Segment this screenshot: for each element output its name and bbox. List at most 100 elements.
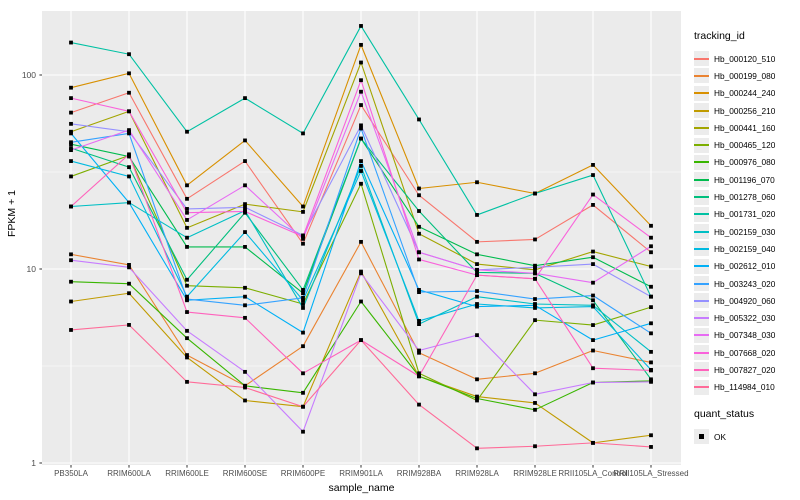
legend-item-label: Hb_000441_160 — [714, 122, 776, 133]
data-point-marker — [475, 333, 479, 338]
data-point-marker — [127, 265, 131, 270]
data-point-marker — [475, 289, 479, 293]
data-point-marker — [417, 374, 421, 379]
legend-color-line — [694, 178, 709, 181]
legend-color-line — [694, 144, 709, 147]
data-point-marker — [243, 244, 247, 249]
data-point-marker — [243, 294, 247, 299]
data-point-marker — [359, 24, 363, 28]
data-point-marker — [417, 371, 421, 376]
legend-item-Hb_001196_070: Hb_001196_070 — [694, 171, 800, 188]
x-tick-label-RRIM928LA: RRIM928LA — [455, 469, 499, 478]
data-point-marker — [127, 128, 131, 132]
legend-key-line-icon — [694, 310, 709, 326]
data-point-marker — [649, 360, 653, 365]
data-point-marker — [301, 306, 305, 310]
legend-key-line-icon — [694, 206, 709, 222]
data-point-marker — [127, 152, 131, 157]
legend-key-line-icon — [694, 224, 709, 240]
data-point-marker — [417, 224, 421, 229]
legend-key-line-icon — [694, 68, 709, 84]
data-point-marker — [185, 244, 189, 249]
data-point-marker — [533, 318, 537, 323]
legend-item-Hb_000199_080: Hb_000199_080 — [694, 67, 800, 84]
data-point-marker — [475, 394, 479, 399]
data-point-marker — [185, 207, 189, 211]
legend-item-Hb_007348_030: Hb_007348_030 — [694, 327, 800, 344]
data-point-marker — [591, 440, 595, 445]
quant-ok-key — [694, 429, 709, 445]
data-point-marker — [359, 136, 363, 141]
legend-item-label: Hb_007668_020 — [714, 347, 776, 358]
data-point-marker — [69, 204, 73, 209]
data-point-marker — [649, 235, 653, 240]
data-point-marker — [127, 262, 131, 267]
data-point-marker — [69, 252, 73, 257]
data-point-marker — [185, 297, 189, 301]
data-point-marker — [417, 288, 421, 292]
data-point-marker — [127, 323, 131, 327]
legend-key-line-icon — [694, 362, 709, 378]
legend-key-line-icon — [694, 293, 709, 309]
data-point-marker — [359, 299, 363, 304]
data-point-marker — [185, 294, 189, 299]
legend-color-line — [694, 317, 709, 320]
data-point-marker — [475, 270, 479, 275]
legend-item-label: Hb_000244_240 — [714, 88, 776, 99]
data-point-marker — [591, 280, 595, 285]
data-point-marker — [417, 290, 421, 295]
data-point-marker — [359, 126, 363, 131]
data-point-marker — [649, 377, 653, 382]
y-tick-label: 1 — [31, 458, 36, 468]
x-axis-title: sample_name — [328, 482, 395, 494]
data-point-marker — [417, 193, 421, 198]
data-point-marker — [301, 298, 305, 303]
data-point-marker — [591, 323, 595, 327]
x-tick-label-RRII105LA_Control: RRII105LA_Control — [558, 469, 628, 478]
data-point-marker — [417, 209, 421, 213]
data-point-marker — [475, 273, 479, 278]
data-point-marker — [127, 165, 131, 170]
legend-item-label: Hb_007827_020 — [714, 364, 776, 375]
legend-item-Hb_000256_210: Hb_000256_210 — [694, 102, 800, 119]
data-point-marker — [533, 237, 537, 242]
data-point-marker — [301, 209, 305, 214]
data-point-marker — [475, 446, 479, 451]
legend-color-line — [694, 334, 709, 337]
data-point-marker — [359, 181, 363, 186]
legend-item-label: Hb_000199_080 — [714, 70, 776, 81]
legend-color-line — [694, 213, 709, 216]
data-point-marker — [417, 250, 421, 255]
data-point-marker — [301, 234, 305, 239]
data-point-marker — [69, 121, 73, 126]
data-point-marker — [127, 281, 131, 286]
legend-color-line — [694, 299, 709, 302]
x-tick-label-RRIM901LA: RRIM901LA — [339, 469, 383, 478]
legend-item-Hb_005322_030: Hb_005322_030 — [694, 309, 800, 326]
y-tick-label: 10 — [26, 264, 36, 274]
data-point-marker — [69, 299, 73, 304]
data-point-marker — [591, 380, 595, 385]
legend-item-Hb_002159_030: Hb_002159_030 — [694, 223, 800, 240]
data-point-marker — [243, 315, 247, 320]
legend-item-Hb_114984_010: Hb_114984_010 — [694, 379, 800, 396]
data-point-marker — [185, 196, 189, 201]
legend-item-Hb_003243_020: Hb_003243_020 — [694, 275, 800, 292]
legend-title-tracking-id: tracking_id — [694, 30, 745, 42]
x-tick-label-PB350LA: PB350LA — [54, 469, 88, 478]
legend-item-label: Hb_001278_060 — [714, 192, 776, 203]
legend-key-line-icon — [694, 172, 709, 188]
data-point-marker — [243, 385, 247, 390]
data-point-marker — [417, 319, 421, 323]
data-point-marker — [69, 140, 73, 145]
data-point-marker — [591, 173, 595, 177]
y-axis-title: FPKM + 1 — [6, 190, 18, 237]
data-point-marker — [417, 186, 421, 191]
data-point-marker — [185, 336, 189, 341]
data-point-marker — [533, 276, 537, 281]
legend-key-line-icon — [694, 154, 709, 170]
data-point-marker — [533, 306, 537, 310]
data-point-marker — [243, 96, 247, 101]
data-point-marker — [649, 379, 653, 384]
